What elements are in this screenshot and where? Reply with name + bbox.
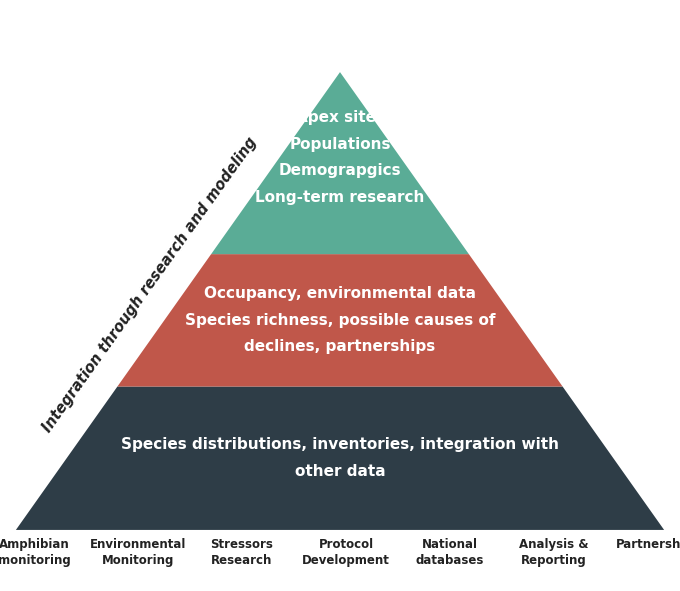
Text: Analysis &
Reporting: Analysis & Reporting (520, 538, 589, 567)
Polygon shape (211, 72, 469, 254)
Text: Long-term research: Long-term research (255, 190, 425, 205)
Polygon shape (118, 254, 562, 387)
Text: Protocol
Development: Protocol Development (302, 538, 390, 567)
Text: Species richness, possible causes of: Species richness, possible causes of (185, 313, 495, 328)
Polygon shape (16, 387, 664, 530)
Text: Apex sites: Apex sites (296, 111, 384, 125)
Text: other data: other data (294, 464, 386, 479)
Text: Partnerships: Partnerships (615, 538, 680, 551)
Text: Integration through research and modeling: Integration through research and modelin… (40, 134, 260, 435)
Text: Demograpgics: Demograpgics (279, 163, 401, 178)
Text: Occupancy, environmental data: Occupancy, environmental data (204, 287, 476, 301)
Text: declines, partnerships: declines, partnerships (244, 339, 436, 354)
Text: Environmental
Monitoring: Environmental Monitoring (90, 538, 186, 567)
Text: Stressors
Research: Stressors Research (211, 538, 273, 567)
Text: National
databases: National databases (416, 538, 484, 567)
Text: Amphibian
monitoring: Amphibian monitoring (0, 538, 71, 567)
Text: Populations: Populations (289, 137, 391, 152)
Text: Species distributions, inventories, integration with: Species distributions, inventories, inte… (121, 437, 559, 453)
